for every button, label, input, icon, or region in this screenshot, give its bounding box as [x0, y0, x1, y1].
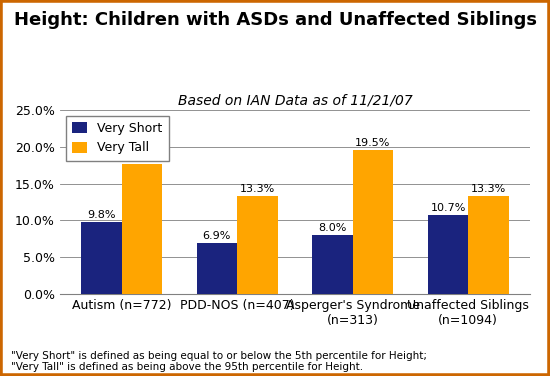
Bar: [122, 164, 162, 294]
Bar: [237, 196, 278, 294]
Text: "Very Short" is defined as being equal to or below the 5th percentile for Height: "Very Short" is defined as being equal t…: [11, 351, 427, 372]
Bar: [312, 235, 353, 294]
Text: 6.9%: 6.9%: [203, 231, 231, 241]
Legend: Very Short, Very Tall: Very Short, Very Tall: [66, 116, 169, 161]
Text: Height: Children with ASDs and Unaffected Siblings: Height: Children with ASDs and Unaffecte…: [14, 11, 536, 29]
Bar: [197, 243, 237, 294]
Text: 10.7%: 10.7%: [430, 203, 466, 213]
Bar: [353, 150, 393, 294]
Text: 17.6%: 17.6%: [124, 152, 160, 162]
Text: 9.8%: 9.8%: [87, 210, 116, 220]
Text: 13.3%: 13.3%: [240, 184, 275, 194]
Bar: [468, 196, 509, 294]
Text: 13.3%: 13.3%: [471, 184, 506, 194]
Title: Based on IAN Data as of 11/21/07: Based on IAN Data as of 11/21/07: [178, 93, 412, 107]
Text: 8.0%: 8.0%: [318, 223, 346, 233]
Bar: [428, 215, 468, 294]
Bar: [81, 222, 122, 294]
Text: 19.5%: 19.5%: [355, 138, 390, 148]
